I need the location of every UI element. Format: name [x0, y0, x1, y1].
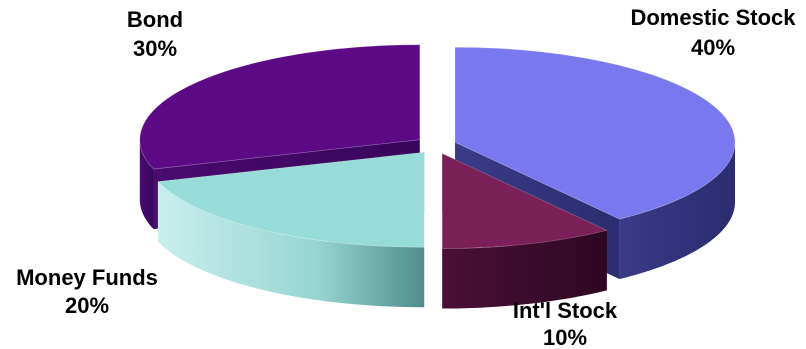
pie-slice-outer-wall [157, 181, 425, 308]
labels-layer: Domestic Stock 40% Int'l Stock 10% Money… [16, 5, 796, 349]
pie-slice-3d [157, 151, 425, 308]
pie-slice-outer-wall [442, 230, 607, 309]
slice-label-percent: 40% [691, 35, 735, 60]
pie-slice [441, 152, 608, 249]
slice-label-percent: 20% [65, 293, 109, 318]
pie-slice [157, 151, 425, 248]
pie-slice [139, 44, 421, 170]
slice-label-percent: 30% [133, 36, 177, 61]
slice-label-name: Bond [127, 7, 183, 32]
pie-slice-outer-wall [619, 142, 736, 280]
pie-slice [454, 46, 736, 220]
slice-label-name: Domestic Stock [630, 5, 796, 30]
pie-slice-3d [441, 152, 608, 309]
slice-label-name: Money Funds [16, 265, 158, 290]
slice-label-name: Int'l Stock [513, 298, 618, 323]
slices-layer [139, 44, 736, 309]
slice-label-percent: 10% [543, 325, 587, 349]
pie-slice-outer-wall [139, 139, 154, 230]
